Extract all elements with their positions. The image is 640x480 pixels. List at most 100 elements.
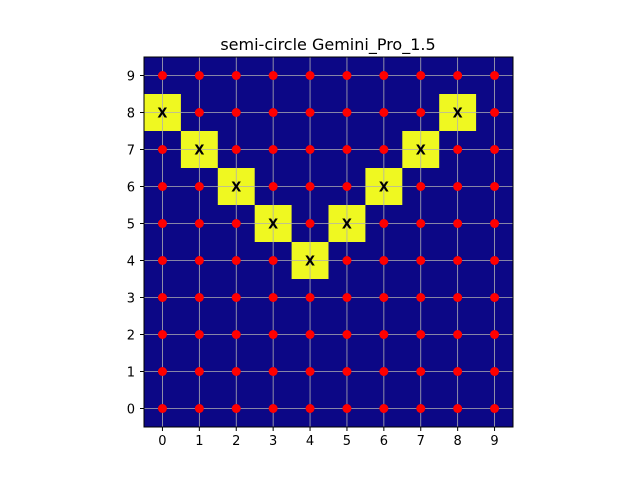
grid-point xyxy=(231,293,241,302)
grid-point xyxy=(379,293,389,302)
grid-point xyxy=(231,108,241,117)
grid-point xyxy=(157,293,167,302)
grid-point xyxy=(157,256,167,265)
grid-point xyxy=(268,182,278,191)
grid-point xyxy=(268,145,278,154)
grid-point xyxy=(231,71,241,80)
plot-frame xyxy=(143,56,514,428)
x-tick-label: 1 xyxy=(195,434,203,449)
grid-point xyxy=(416,293,426,302)
cell-mark-label: X xyxy=(157,107,167,122)
grid-point xyxy=(305,404,315,413)
grid-point xyxy=(157,404,167,413)
grid-point xyxy=(194,256,204,265)
grid-point xyxy=(231,256,241,265)
grid-point xyxy=(490,145,500,154)
grid-point xyxy=(379,108,389,117)
grid-point xyxy=(379,367,389,376)
grid-point xyxy=(490,256,500,265)
x-tick-label: 0 xyxy=(158,434,166,449)
grid-point xyxy=(194,367,204,376)
y-tick-label: 6 xyxy=(127,181,135,196)
x-tick-label: 4 xyxy=(306,434,314,449)
grid-point xyxy=(194,108,204,117)
grid-point xyxy=(416,330,426,339)
cell-mark-label: X xyxy=(305,255,315,270)
grid-point xyxy=(305,108,315,117)
grid-point xyxy=(416,367,426,376)
grid-point xyxy=(157,145,167,154)
grid-point xyxy=(379,404,389,413)
cell-mark-label: X xyxy=(379,181,389,196)
grid-point xyxy=(157,71,167,80)
grid-point xyxy=(305,219,315,228)
y-tick-label: 0 xyxy=(127,403,135,418)
grid-point xyxy=(379,145,389,154)
x-tick-label: 6 xyxy=(380,434,388,449)
grid-point xyxy=(490,330,500,339)
grid-point xyxy=(305,330,315,339)
x-tick-label: 3 xyxy=(269,434,277,449)
grid-point xyxy=(194,182,204,191)
grid-point xyxy=(231,145,241,154)
grid-point xyxy=(157,367,167,376)
grid-point xyxy=(416,404,426,413)
grid-point xyxy=(379,219,389,228)
grid-point xyxy=(342,108,352,117)
grid-point xyxy=(453,145,463,154)
grid-point xyxy=(231,367,241,376)
y-tick-label: 8 xyxy=(127,107,135,122)
grid-point xyxy=(268,256,278,265)
y-tick-label: 2 xyxy=(127,329,135,344)
grid-point xyxy=(342,182,352,191)
y-tick-label: 3 xyxy=(127,292,135,307)
grid-point xyxy=(342,367,352,376)
x-tick-label: 7 xyxy=(417,434,425,449)
grid-point xyxy=(305,71,315,80)
grid-point xyxy=(305,145,315,154)
grid-point xyxy=(157,330,167,339)
grid-point xyxy=(157,219,167,228)
grid-point xyxy=(453,219,463,228)
x-tick-label: 8 xyxy=(454,434,462,449)
grid-point xyxy=(157,182,167,191)
grid-point xyxy=(453,404,463,413)
grid-point xyxy=(194,330,204,339)
grid-point xyxy=(342,330,352,339)
grid-point xyxy=(453,293,463,302)
y-tick-label: 4 xyxy=(127,255,135,270)
grid-point xyxy=(490,71,500,80)
grid-point xyxy=(194,404,204,413)
grid-point xyxy=(453,330,463,339)
grid-point xyxy=(490,219,500,228)
grid-point xyxy=(379,330,389,339)
grid-point xyxy=(342,256,352,265)
grid-point xyxy=(268,71,278,80)
grid-point xyxy=(416,71,426,80)
grid-point xyxy=(453,256,463,265)
grid-point xyxy=(379,256,389,265)
grid-point xyxy=(416,219,426,228)
grid-point xyxy=(194,293,204,302)
grid-point xyxy=(453,71,463,80)
grid-point xyxy=(268,293,278,302)
grid-point xyxy=(416,182,426,191)
grid-point xyxy=(490,182,500,191)
grid-point xyxy=(342,293,352,302)
grid-point xyxy=(490,108,500,117)
x-tick-label: 5 xyxy=(343,434,351,449)
y-tick-label: 7 xyxy=(127,144,135,159)
grid-point xyxy=(379,71,389,80)
grid-point xyxy=(231,404,241,413)
y-tick-label: 1 xyxy=(127,366,135,381)
cell-mark-label: X xyxy=(342,218,352,233)
cell-mark-label: X xyxy=(416,144,426,159)
grid-point xyxy=(416,256,426,265)
y-tick-label: 9 xyxy=(127,70,135,85)
grid-point xyxy=(305,182,315,191)
grid-point xyxy=(305,293,315,302)
grid-point xyxy=(342,145,352,154)
cell-mark-label: X xyxy=(194,144,204,159)
